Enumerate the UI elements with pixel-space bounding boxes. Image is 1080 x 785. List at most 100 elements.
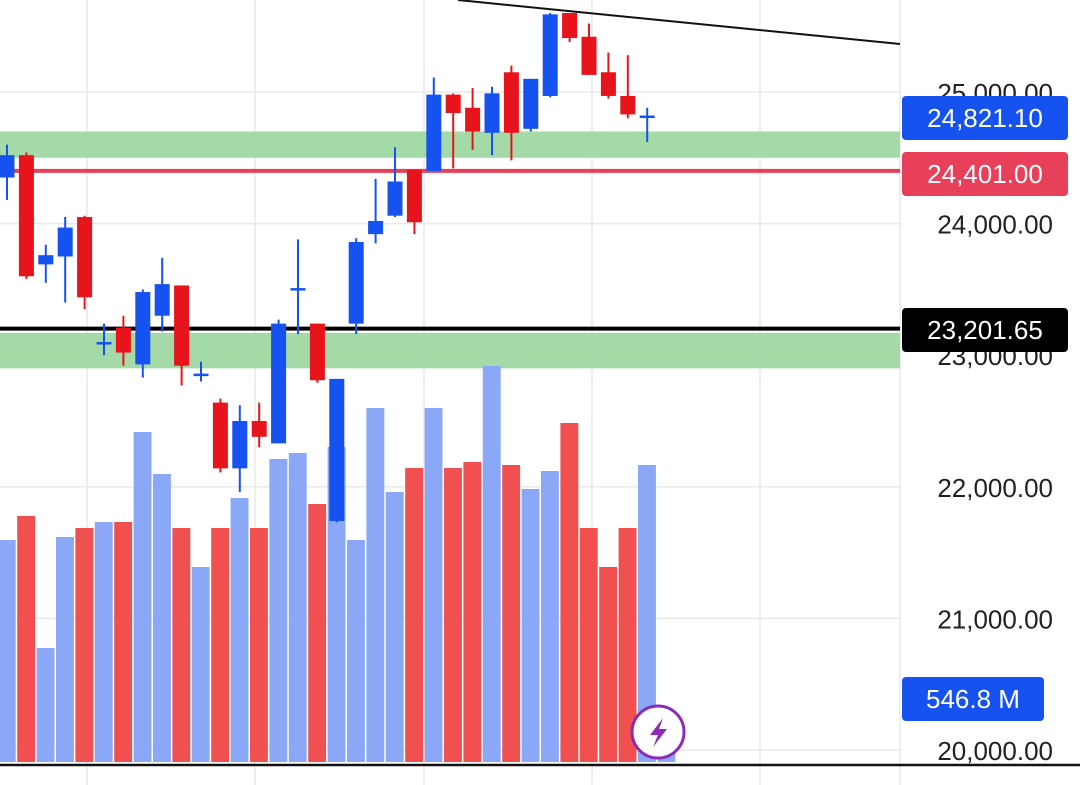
current-price-tag-label: 24,821.10 <box>927 103 1043 133</box>
candle <box>57 217 73 303</box>
candle <box>0 144 15 200</box>
volume-bar <box>366 408 385 762</box>
candle <box>426 77 442 171</box>
candle-body <box>18 155 34 277</box>
resistance-tag-label: 24,401.00 <box>927 159 1043 189</box>
volume-bar <box>327 447 346 762</box>
candle-body <box>135 292 151 365</box>
candle <box>174 285 190 386</box>
candle <box>38 244 54 283</box>
candles <box>0 13 655 523</box>
current-price-tag-bg <box>902 96 1068 140</box>
resistance-tag-bg <box>902 152 1068 196</box>
candle <box>465 88 481 150</box>
candle <box>445 93 461 169</box>
volume-bar <box>211 528 230 762</box>
candle <box>542 13 558 98</box>
candle <box>193 361 209 382</box>
price-tags: 24,821.10 24,401.00 23,201.65 546.8 M <box>902 96 1068 721</box>
candle <box>115 315 131 366</box>
volume-bar <box>288 453 307 762</box>
y-tick-label: 21,000.00 <box>937 604 1053 634</box>
volume-bar <box>308 504 327 762</box>
support-line-tag: 23,201.65 <box>902 308 1068 352</box>
volume-bar <box>56 537 74 762</box>
volume-bar <box>172 528 191 762</box>
current-price-tag: 24,821.10 <box>902 96 1068 140</box>
candle <box>348 238 364 335</box>
volume-bar <box>463 462 482 762</box>
candle-body <box>581 36 597 75</box>
volume-bar <box>191 567 210 762</box>
volume-bar <box>424 408 443 762</box>
y-tick-label: 20,000.00 <box>937 736 1053 766</box>
candle <box>232 405 248 493</box>
volume-bar <box>133 432 152 762</box>
volume-bar <box>405 468 424 762</box>
candle <box>600 52 616 99</box>
volume-bar <box>17 516 36 762</box>
candle <box>639 107 655 143</box>
volume-bar <box>94 522 113 762</box>
candle <box>406 169 422 235</box>
candle <box>387 147 403 218</box>
candle-body <box>523 78 539 129</box>
candle <box>96 323 112 356</box>
volume-bar <box>347 540 365 762</box>
candle-body <box>368 220 384 235</box>
volume-bar <box>250 528 268 762</box>
candle <box>620 55 636 119</box>
lightning-icon <box>650 718 667 747</box>
candle-body <box>600 72 616 96</box>
candle-body <box>0 155 15 178</box>
volume-bar <box>230 498 249 762</box>
candle-body <box>38 255 54 265</box>
volume-bar <box>618 528 637 762</box>
trendline-segment[interactable] <box>457 0 901 45</box>
support-resistance-zone <box>0 332 900 369</box>
volume-bar <box>385 492 404 762</box>
candle <box>212 398 228 473</box>
volume-bar <box>638 465 656 762</box>
trendline[interactable] <box>457 0 901 45</box>
volume-bar <box>114 522 133 762</box>
candle <box>523 78 539 132</box>
volume-bar <box>75 528 94 762</box>
candle <box>503 65 519 161</box>
volume-bar <box>153 474 171 762</box>
volume-bar <box>502 465 521 762</box>
candle-body <box>57 227 73 257</box>
candle-body <box>232 421 248 469</box>
candle <box>368 178 384 244</box>
candle-body <box>96 342 112 345</box>
volume-bar <box>444 468 462 762</box>
candle <box>309 323 325 383</box>
resistance-tag: 24,401.00 <box>902 152 1068 196</box>
candle <box>135 289 151 378</box>
volume-bar <box>482 366 501 762</box>
candle <box>581 23 597 75</box>
candle <box>271 319 287 444</box>
candle-body <box>290 288 306 291</box>
volume-bars <box>0 366 676 762</box>
lightning-button[interactable] <box>630 704 686 760</box>
volume-bar <box>599 567 618 762</box>
volume-tag: 546.8 M <box>902 677 1044 721</box>
y-tick-label: 24,000.00 <box>937 210 1053 240</box>
candle <box>154 257 170 332</box>
candle <box>251 402 267 448</box>
candle-body <box>387 181 403 216</box>
support-resistance-zone <box>0 131 900 158</box>
candle-body <box>251 421 267 437</box>
candle-body <box>348 242 364 324</box>
candle-body <box>212 402 228 469</box>
candle-body <box>174 285 190 366</box>
candle-body <box>620 95 636 115</box>
price-levels <box>0 168 900 331</box>
candle <box>290 239 306 335</box>
candle <box>562 13 578 42</box>
candle <box>484 86 500 156</box>
candle-body <box>562 13 578 39</box>
candle-body <box>639 115 655 119</box>
